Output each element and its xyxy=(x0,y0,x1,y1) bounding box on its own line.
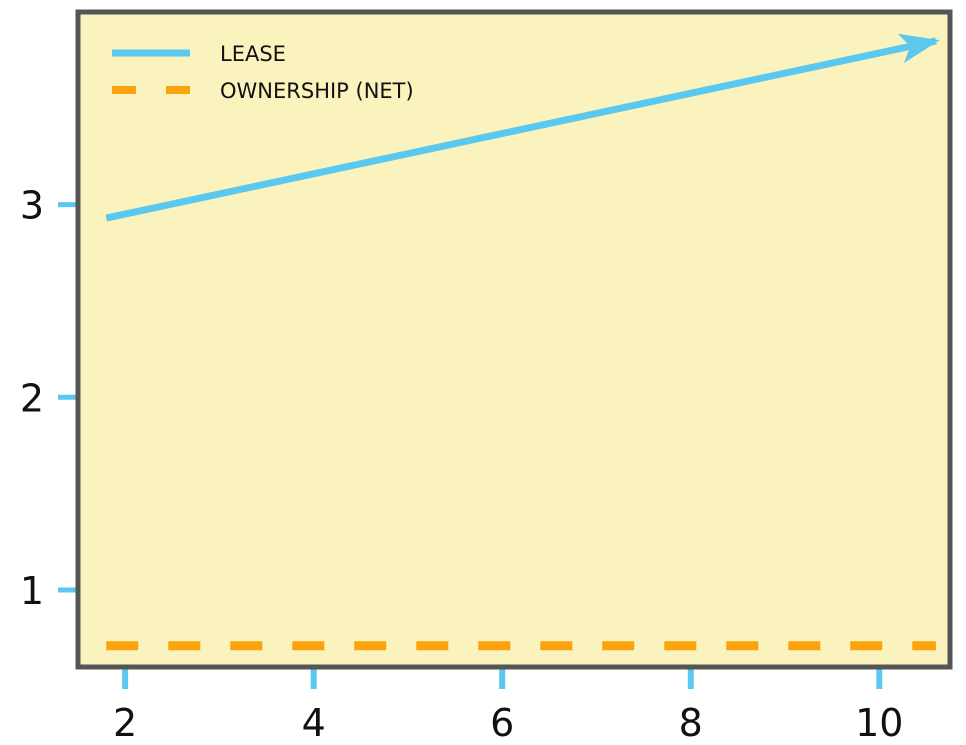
y-tick-label-1: 1 xyxy=(20,569,44,613)
y-tick-label-2: 2 xyxy=(20,376,44,420)
legend-label-ownership-net: OWNERSHIP (NET) xyxy=(220,79,414,103)
x-tick-label-2: 2 xyxy=(113,701,137,740)
series-line-lease xyxy=(105,33,940,222)
x-tick-label-4: 4 xyxy=(302,701,326,740)
legend-label-lease: LEASE xyxy=(220,42,286,66)
x-tick-label-8: 8 xyxy=(679,701,703,740)
plot-area xyxy=(78,12,950,667)
x-tick-label-6: 6 xyxy=(490,701,514,740)
legend: LEASE OWNERSHIP (NET) xyxy=(112,42,414,103)
y-tick-label-3: 3 xyxy=(20,184,44,228)
plot-frame xyxy=(75,9,953,670)
x-tick-label-10: 10 xyxy=(855,701,903,740)
